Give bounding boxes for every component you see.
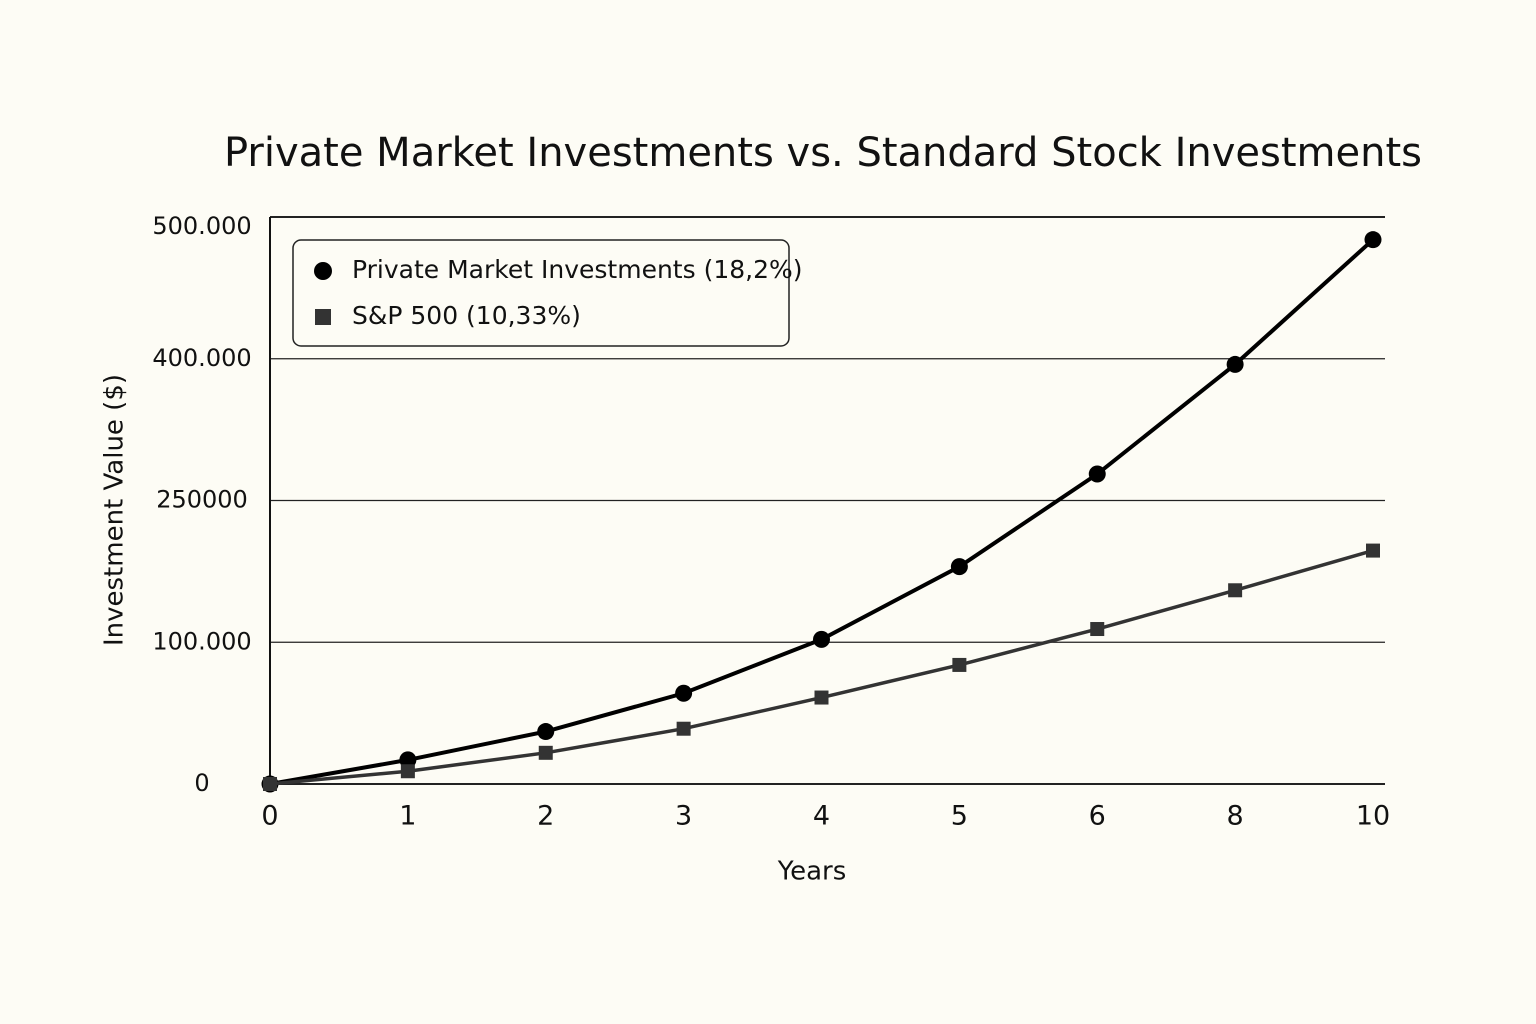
- data-point: [537, 723, 555, 741]
- y-tick-label: 500.000: [152, 212, 251, 240]
- data-point: [952, 657, 967, 672]
- data-point: [950, 558, 968, 576]
- data-point: [813, 630, 830, 648]
- data-point: [1366, 543, 1380, 558]
- y-tick-label: 100.000: [152, 627, 251, 655]
- data-point: [1364, 231, 1382, 249]
- legend-marker: [315, 309, 331, 325]
- y-tick-label: 250000: [156, 486, 248, 514]
- y-axis-label: Investment Value ($): [100, 374, 130, 646]
- x-tick-label: 2: [537, 801, 554, 832]
- x-axis-label: Years: [777, 857, 847, 887]
- data-point: [1228, 583, 1243, 598]
- chart-title: Private Market Investments vs. Standard …: [224, 130, 1422, 176]
- data-point: [676, 721, 691, 736]
- x-tick-label: 5: [951, 801, 968, 832]
- x-tick-label: 6: [1089, 801, 1106, 832]
- x-tick-label: 4: [813, 801, 830, 832]
- legend-box: [292, 239, 790, 347]
- x-tick-label: 8: [1227, 801, 1244, 832]
- x-tick-label: 3: [675, 801, 692, 832]
- legend-label: S&P 500 (10,33%): [352, 301, 581, 330]
- legend-marker: [314, 262, 332, 280]
- data-point: [1090, 622, 1105, 637]
- y-tick-label: 400.000: [152, 344, 251, 372]
- x-tick-label: 1: [399, 801, 416, 832]
- data-point: [399, 751, 417, 769]
- legend-label: Private Market Investments (18,2%): [352, 255, 803, 284]
- data-point: [400, 764, 415, 779]
- data-point: [263, 777, 277, 791]
- data-point: [1226, 355, 1244, 373]
- data-point: [1088, 465, 1106, 483]
- data-point: [814, 690, 829, 705]
- data-point: [675, 684, 693, 702]
- data-point: [538, 745, 553, 760]
- x-tick-label: 0: [261, 801, 278, 832]
- y-tick-label: 0: [194, 769, 209, 797]
- x-tick-label: 10: [1356, 801, 1390, 832]
